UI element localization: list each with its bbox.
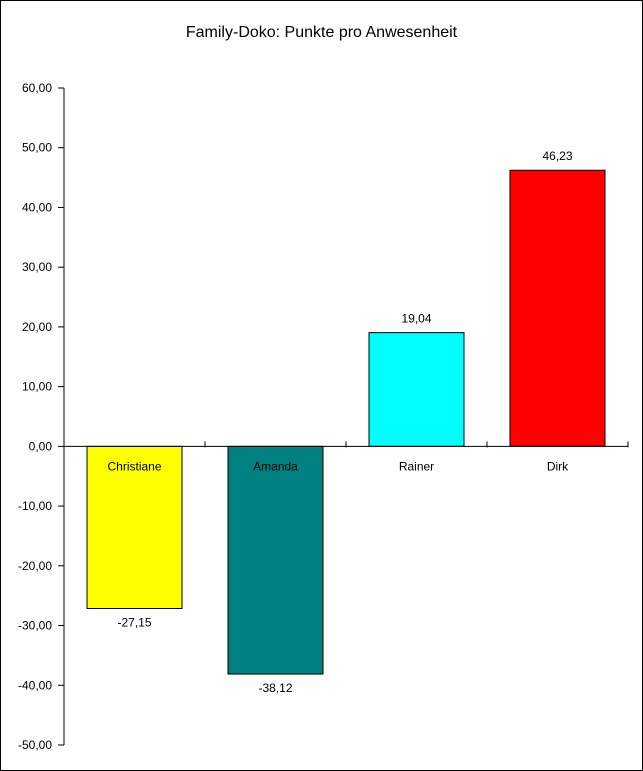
category-label: Rainer <box>399 459 434 473</box>
y-tick-label: 20,00 <box>22 320 52 334</box>
y-tick-label: -40,00 <box>18 678 52 692</box>
y-tick-label: -10,00 <box>18 499 52 513</box>
y-tick-label: 0,00 <box>29 439 53 453</box>
bar-rainer <box>368 332 465 447</box>
data-label: 46,23 <box>542 149 572 163</box>
bar-dirk <box>509 169 606 447</box>
labels: Christiane -27,15 Amanda -38,12 Rainer 19,04 D… <box>107 149 572 695</box>
data-label: -38,12 <box>258 681 292 695</box>
category-label: Christiane <box>107 459 161 473</box>
y-tick-label: 60,00 <box>22 81 52 95</box>
bars <box>86 169 606 675</box>
data-label: 19,04 <box>401 312 431 326</box>
y-tick-label: -30,00 <box>18 619 52 633</box>
chart-title: Family-Doko: Punkte pro Anwesenheit <box>185 24 458 41</box>
bar-amanda <box>227 445 324 675</box>
y-tick-label: 30,00 <box>22 260 52 274</box>
y-tick-label: 40,00 <box>22 200 52 214</box>
y-tick-label: 50,00 <box>22 141 52 155</box>
y-axis: 60,00 50,00 40,00 30,00 20,00 10,00 0,00 -10,00… <box>18 81 65 752</box>
y-tick-label: 10,00 <box>22 380 52 394</box>
y-tick-label: -20,00 <box>18 559 52 573</box>
x-axis <box>63 441 629 448</box>
category-label: Dirk <box>547 459 569 473</box>
data-label: -27,15 <box>117 616 151 630</box>
category-label: Amanda <box>253 459 298 473</box>
y-tick-label: -50,00 <box>18 738 52 752</box>
